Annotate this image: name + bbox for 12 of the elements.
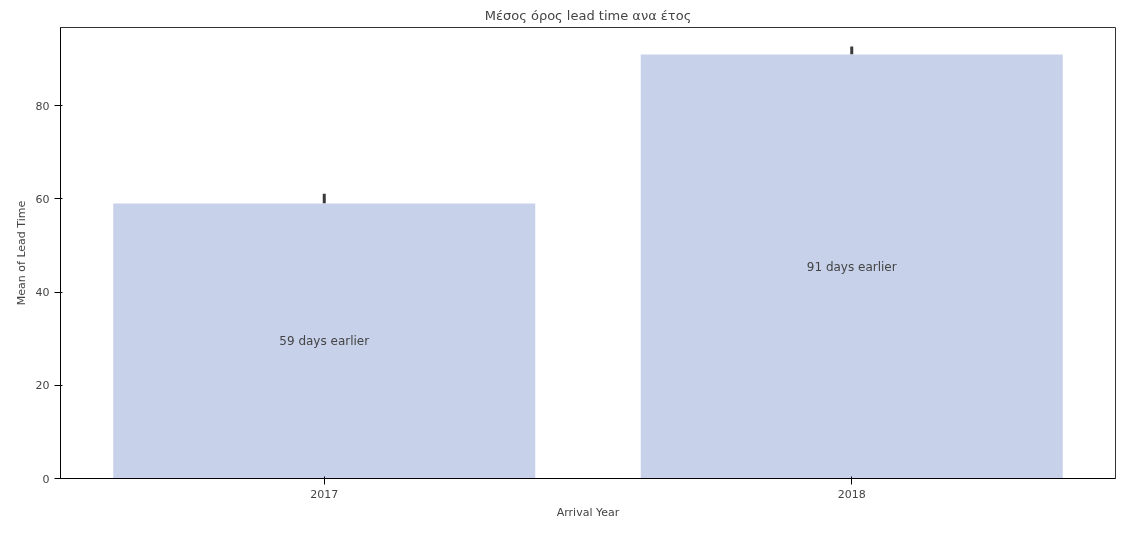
y-tick-label: 40: [35, 286, 50, 300]
y-tick-label: 60: [35, 192, 50, 206]
x-axis-title: Arrival Year: [556, 505, 620, 519]
y-axis-title: Mean of Lead Time: [14, 200, 28, 306]
y-tick-label: 20: [35, 379, 50, 393]
chart-title: Μέσος όρος lead time ανα έτος: [484, 7, 692, 23]
annotation: 91 days earlier: [806, 259, 897, 274]
y-tick-label: 80: [35, 99, 50, 113]
annotation: 59 days earlier: [279, 334, 370, 349]
x-tick-label: 2017: [310, 487, 339, 501]
x-tick-label: 2018: [837, 487, 866, 501]
y-tick-label: 0: [42, 472, 50, 486]
